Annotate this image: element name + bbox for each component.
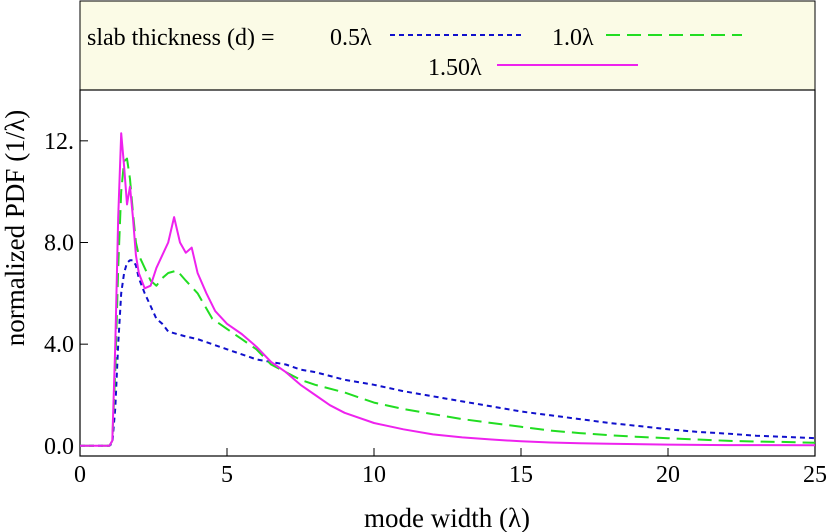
x-tick-label: 25 [803,462,827,488]
legend-label-series-3: 1.50λ [428,55,482,81]
y-tick-label: 8.0 [44,231,74,257]
y-axis-label: normalized PDF (1/λ) [0,110,30,347]
x-tick-label: 0 [74,462,86,488]
y-tick-label: 4.0 [44,332,74,358]
legend-label-series-1: 0.5λ [330,25,372,51]
y-tick-label: 0.0 [44,434,74,460]
x-tick-label: 10 [362,462,386,488]
x-axis-label: mode width (λ) [364,503,530,532]
legend-label-series-2: 1.0λ [552,25,594,51]
y-tick-label: 12. [44,129,74,155]
x-tick-label: 15 [509,462,533,488]
plot-frame [79,89,816,457]
x-tick-label: 5 [221,462,233,488]
series-line-1 [80,259,816,447]
series-line-2 [80,157,816,447]
legend-box [79,0,816,91]
legend-prefix: slab thickness (d) = [87,25,275,51]
x-tick-label: 20 [656,462,680,488]
series-line-3 [80,132,816,447]
